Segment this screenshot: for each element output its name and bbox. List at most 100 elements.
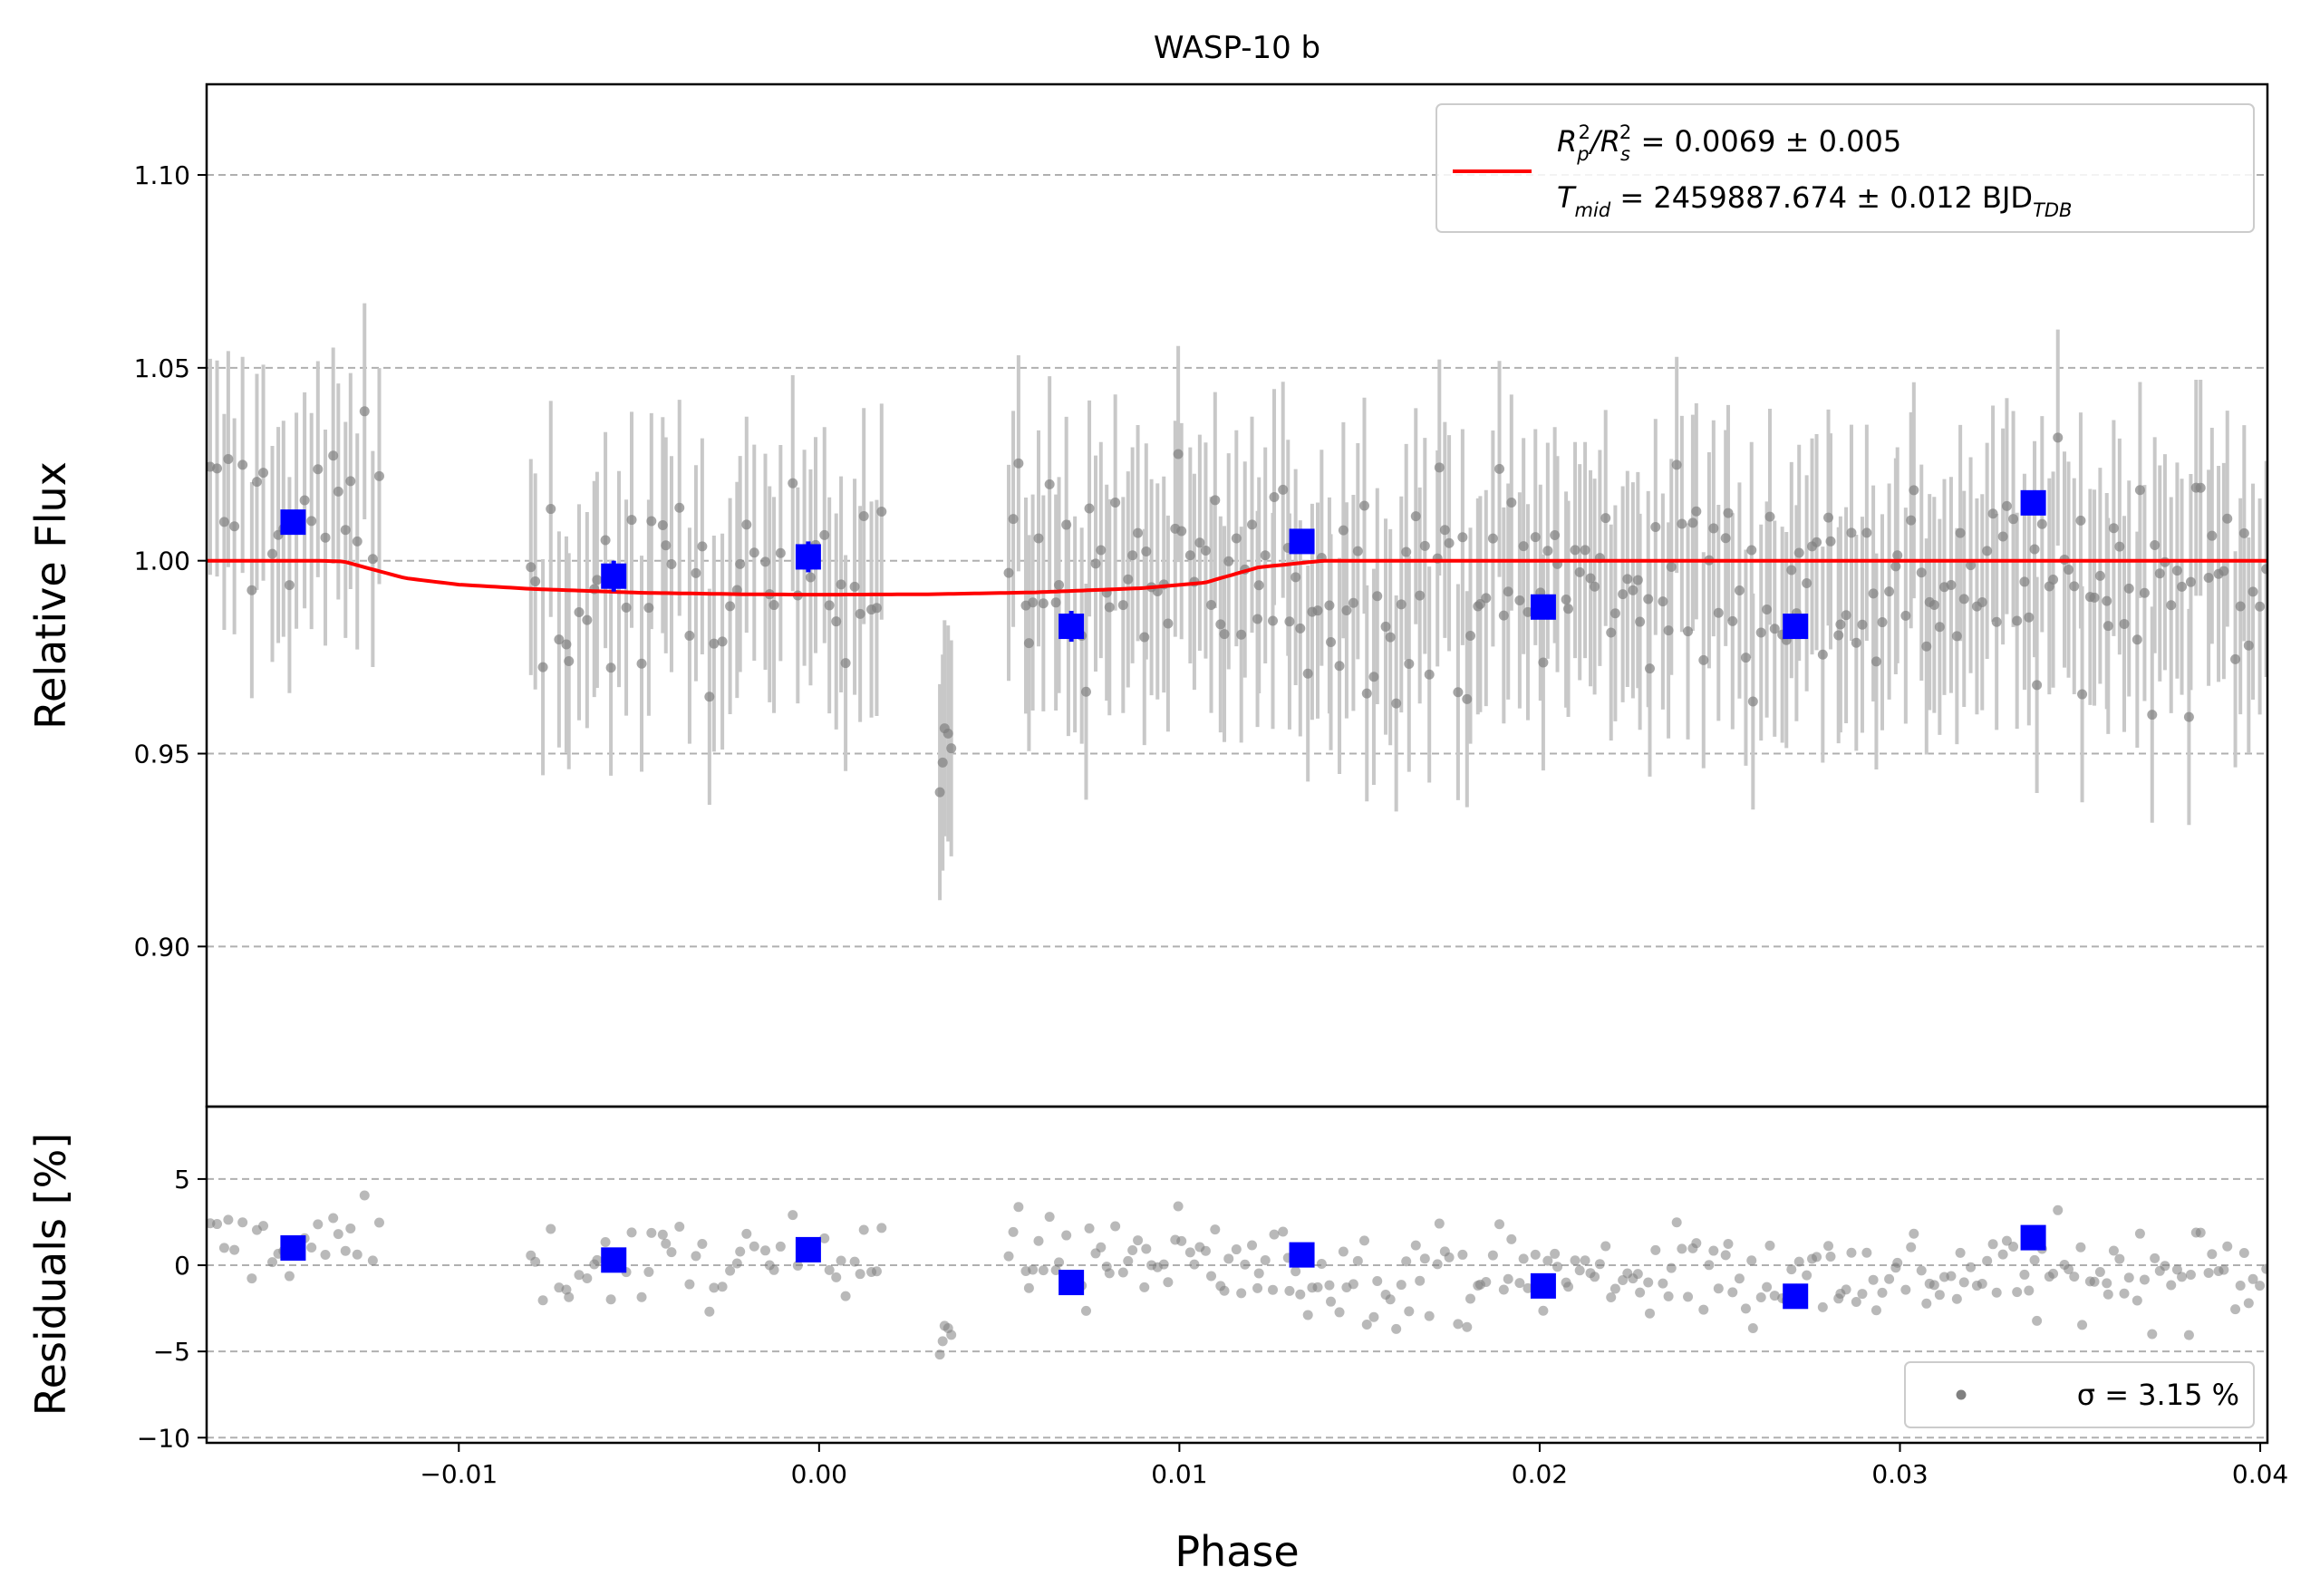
residual-point-159: [1385, 1294, 1396, 1305]
raw-flux-point-308: [2150, 540, 2160, 551]
flux-y-tick-label-3: 1.05: [134, 353, 190, 383]
residual-point-54: [717, 1282, 728, 1292]
residual-point-270: [1955, 1247, 1966, 1258]
raw-flux-point-90: [1028, 597, 1039, 608]
raw-flux-point-251: [1857, 619, 1868, 630]
binned-residual-point-7: [2020, 1224, 2046, 1251]
residual-y-tick-label-1: −5: [153, 1337, 190, 1367]
raw-flux-point-324: [2235, 601, 2246, 612]
residual-point-327: [2248, 1273, 2258, 1284]
residual-point-219: [1691, 1238, 1702, 1249]
raw-flux-point-23: [359, 406, 370, 417]
residual-point-229: [1746, 1255, 1757, 1266]
residual-point-192: [1552, 1262, 1563, 1272]
model-legend: Rp2/Rs2 = 0.0069 ± 0.005 Tmid = 2459887.…: [1436, 103, 2255, 233]
raw-flux-point-265: [1928, 599, 1939, 610]
raw-flux-point-245: [1825, 536, 1836, 547]
raw-flux-point-232: [1762, 605, 1773, 615]
raw-flux-point-7: [251, 477, 262, 488]
residual-y-tick-label-2: 0: [174, 1251, 190, 1281]
raw-flux-point-159: [1385, 632, 1396, 643]
residual-point-211: [1650, 1244, 1661, 1255]
raw-flux-point-211: [1650, 521, 1661, 532]
raw-flux-point-41: [626, 515, 637, 526]
raw-flux-point-75: [855, 608, 865, 619]
residual-point-9: [267, 1257, 278, 1268]
raw-flux-point-79: [876, 507, 887, 517]
residual-point-19: [333, 1229, 343, 1240]
residual-point-105: [1104, 1268, 1115, 1279]
raw-flux-point-196: [1574, 566, 1585, 577]
residual-point-303: [2123, 1272, 2134, 1283]
residual-point-302: [2119, 1288, 2130, 1299]
raw-flux-point-20: [340, 525, 351, 536]
raw-flux-point-157: [1372, 591, 1383, 602]
residual-point-269: [1951, 1293, 1962, 1304]
flux-y-tick-label-4: 1.10: [134, 160, 190, 190]
residual-point-71: [831, 1272, 842, 1282]
raw-flux-point-78: [871, 603, 882, 614]
residual-point-44: [646, 1227, 657, 1238]
raw-flux-point-101: [1084, 503, 1095, 514]
raw-flux-point-51: [697, 541, 708, 552]
residual-point-143: [1302, 1310, 1313, 1320]
raw-flux-point-138: [1278, 484, 1289, 495]
raw-flux-point-72: [836, 579, 846, 590]
raw-flux-point-301: [2114, 541, 2125, 552]
raw-flux-point-319: [2207, 530, 2218, 541]
residual-point-125: [1210, 1224, 1221, 1235]
raw-flux-point-315: [2185, 576, 2196, 587]
residual-point-185: [1518, 1253, 1529, 1264]
raw-flux-point-305: [2134, 485, 2145, 496]
raw-flux-point-240: [1802, 578, 1812, 589]
raw-flux-point-285: [2032, 680, 2043, 691]
residual-point-116: [1163, 1277, 1174, 1288]
residual-point-119: [1176, 1235, 1187, 1246]
raw-flux-point-307: [2147, 710, 2158, 721]
raw-flux-point-164: [1410, 511, 1421, 522]
raw-flux-point-297: [2094, 570, 2105, 581]
raw-flux-point-73: [840, 658, 851, 669]
raw-flux-point-314: [2183, 711, 2194, 722]
residual-point-145: [1312, 1282, 1323, 1292]
flux-y-tick-label-2: 1.00: [134, 547, 190, 576]
residual-point-261: [1909, 1228, 1919, 1239]
raw-flux-point-110: [1133, 527, 1144, 538]
model-legend-depth-label: Rp2/Rs2 = 0.0069 ± 0.005: [1557, 121, 1901, 165]
raw-flux-point-224: [1720, 533, 1731, 544]
raw-flux-point-262: [1916, 567, 1927, 578]
raw-flux-point-153: [1352, 546, 1363, 556]
residual-point-31: [561, 1284, 572, 1295]
light-curve-panel: 0.90 0.95 1.00 1.05 1.10 Relative Flux Rp2/R…: [26, 82, 2269, 1108]
residual-point-222: [1708, 1245, 1719, 1256]
raw-flux-point-162: [1401, 547, 1412, 557]
raw-flux-point-231: [1755, 627, 1766, 638]
residual-point-263: [1921, 1298, 1932, 1309]
binned-flux-point-5: [1530, 594, 1556, 620]
residual-point-189: [1538, 1305, 1549, 1316]
residual-point-38: [605, 1294, 616, 1305]
residual-point-3: [223, 1214, 234, 1225]
residual-point-323: [2230, 1304, 2241, 1315]
residual-point-293: [2075, 1242, 2086, 1253]
raw-flux-point-179: [1487, 533, 1498, 544]
residual-point-278: [1997, 1249, 2008, 1260]
raw-flux-point-198: [1585, 573, 1596, 584]
phase-x-tick-label-2: 0.01: [1151, 1459, 1207, 1489]
residual-point-160: [1391, 1323, 1402, 1334]
raw-flux-point-40: [621, 602, 632, 613]
residual-point-65: [792, 1260, 803, 1271]
raw-flux-point-96: [1061, 519, 1072, 530]
residual-point-209: [1643, 1277, 1654, 1288]
raw-flux-point-140: [1284, 616, 1295, 627]
raw-flux-point-250: [1851, 637, 1861, 648]
raw-flux-point-180: [1494, 463, 1505, 474]
residual-point-149: [1334, 1307, 1345, 1318]
residual-point-53: [709, 1282, 720, 1293]
raw-flux-point-173: [1457, 532, 1468, 543]
residual-point-95: [1054, 1257, 1065, 1268]
raw-flux-point-155: [1361, 688, 1372, 699]
raw-flux-point-116: [1163, 618, 1174, 629]
residual-point-178: [1481, 1276, 1492, 1287]
residual-point-168: [1432, 1259, 1443, 1270]
